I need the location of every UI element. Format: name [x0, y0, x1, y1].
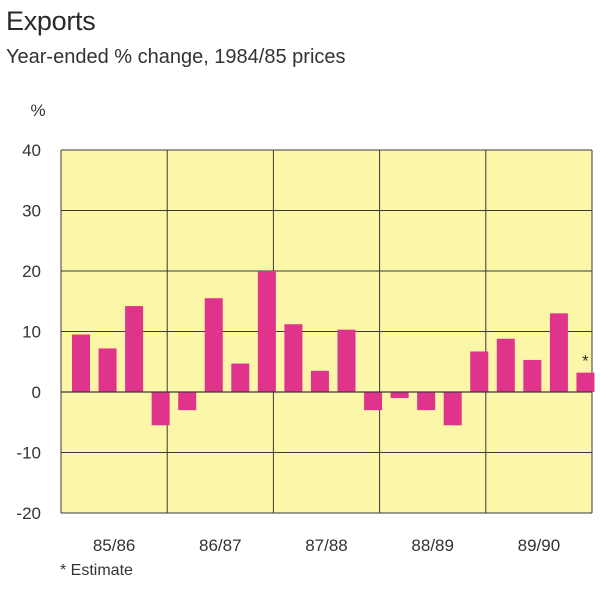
bar-88-89-q2: [417, 392, 436, 411]
x-tick-label: 88/89: [411, 536, 454, 555]
y-axis-unit-label: %: [30, 101, 45, 120]
y-tick-label: 10: [22, 323, 41, 342]
y-tick-label: 40: [22, 141, 41, 160]
bar-85-86-q1: [72, 334, 90, 392]
bar-85-86-q3: [125, 306, 144, 392]
bar-87-88-q3: [337, 329, 356, 392]
bar-86-87-q3: [231, 363, 250, 392]
y-tick-label: -20: [16, 504, 41, 523]
bar-88-89-q1: [390, 392, 409, 399]
bar-89-90-q3: [549, 313, 568, 392]
chart-title: Exports: [6, 6, 96, 36]
x-tick-label: 89/90: [518, 536, 561, 555]
y-tick-label: -10: [16, 444, 41, 463]
bar-87-88-q2: [310, 370, 329, 392]
y-tick-label: 30: [22, 202, 41, 221]
bar-87-88-q1: [284, 324, 303, 392]
bar-89-90-q4: [576, 372, 595, 392]
bar-85-86-q4: [151, 392, 170, 426]
estimate-footnote: * Estimate: [60, 562, 133, 579]
exports-bar-chart: 40 30 20 10 0 -10 -20 * 85/86 86/87 87/88 88/89 89/9…: [16, 101, 595, 555]
bar-89-90-q2: [523, 359, 542, 392]
bar-85-86-q2: [98, 348, 117, 392]
x-tick-label: 85/86: [93, 536, 136, 555]
chart-subtitle: Year-ended % change, 1984/85 prices: [6, 46, 346, 68]
estimate-marker: *: [582, 352, 589, 371]
y-tick-label: 20: [22, 262, 41, 281]
bar-88-89-q3: [443, 392, 462, 426]
y-tick-label: 0: [32, 383, 41, 402]
bar-86-87-q1: [178, 392, 197, 411]
bar-87-88-q4: [364, 392, 383, 411]
bar-86-87-q2: [204, 298, 223, 392]
bar-89-90-q1: [496, 338, 515, 392]
bar-86-87-q4: [257, 271, 276, 392]
bar-88-89-q4: [470, 351, 489, 392]
x-tick-label: 87/88: [305, 536, 348, 555]
x-tick-label: 86/87: [199, 536, 242, 555]
